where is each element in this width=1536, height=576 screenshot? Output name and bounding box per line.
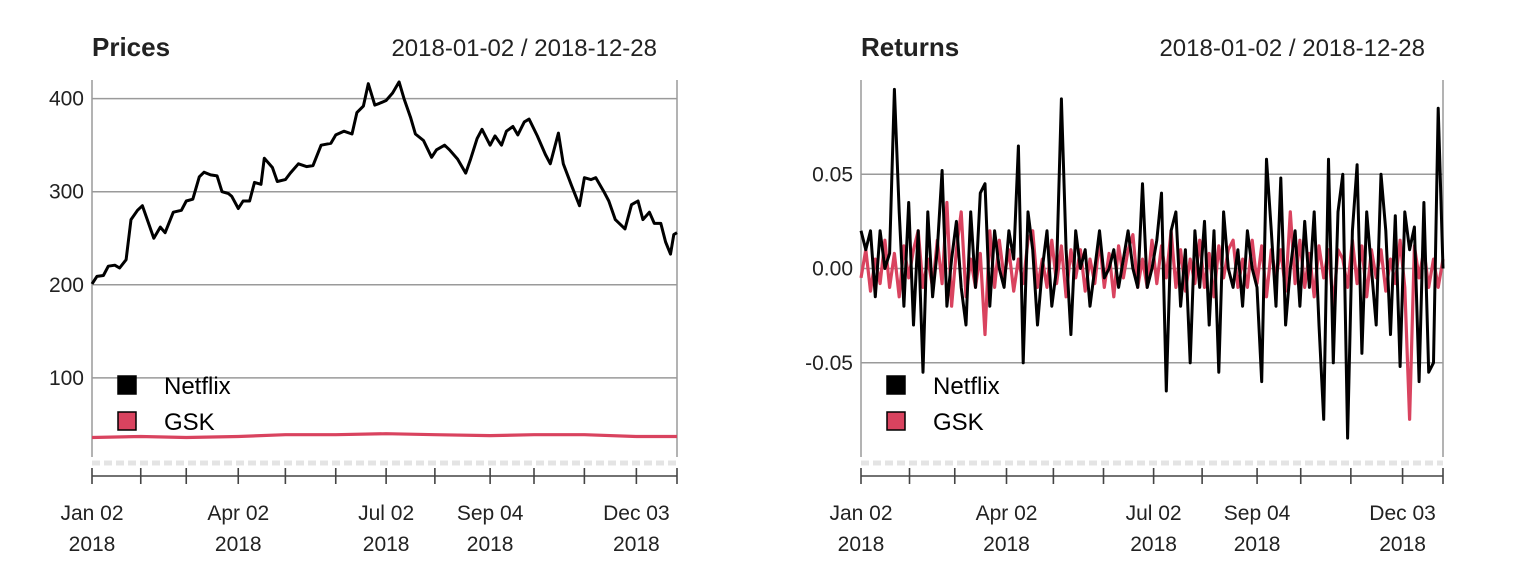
prices-x-tick-label: Sep 04	[457, 502, 524, 525]
prices-panel: Prices 2018-01-02 / 2018-12-28 100 200 300…	[49, 32, 678, 556]
prices-x-tick-label: Jul 02	[358, 502, 414, 525]
prices-series-netflix	[90, 80, 678, 285]
legend-swatch-netflix	[117, 375, 137, 395]
prices-x-tick-year: 2018	[467, 533, 514, 556]
returns-x-tick-label: Sep 04	[1224, 502, 1291, 525]
returns-x-tick-year: 2018	[983, 533, 1030, 556]
returns-x-tick-label: Apr 02	[976, 502, 1038, 525]
returns-y-tick-label: 0.00	[812, 258, 853, 281]
returns-x-axis: Jan 02 2018 Apr 02 2018 Jul 02 2018 Sep 04 2018…	[829, 468, 1444, 556]
returns-series-netflix	[859, 87, 1445, 440]
prices-title: Prices	[92, 32, 170, 62]
returns-date-range: 2018-01-02 / 2018-12-28	[1159, 35, 1425, 62]
prices-x-tick-year: 2018	[613, 533, 660, 556]
prices-series	[90, 80, 678, 440]
prices-gridlines	[91, 80, 678, 466]
returns-y-axis: -0.05 0.00 0.05	[805, 163, 853, 375]
returns-legend: Netflix GSK	[886, 373, 1000, 436]
legend-swatch-gsk	[886, 411, 906, 431]
prices-y-tick-label: 300	[49, 181, 84, 204]
prices-x-tick-label: Apr 02	[207, 502, 269, 525]
prices-series-gsk	[91, 432, 677, 440]
returns-x-tick-label: Jan 02	[829, 502, 892, 525]
prices-y-tick-label: 200	[49, 274, 84, 297]
legend-label-gsk: GSK	[164, 409, 215, 436]
returns-x-tick-label: Jul 02	[1126, 502, 1182, 525]
prices-y-tick-label: 400	[49, 88, 84, 111]
legend-swatch-netflix	[886, 375, 906, 395]
returns-panel: Returns 2018-01-02 / 2018-12-28 -0.05 0.0…	[805, 32, 1445, 556]
returns-x-tick-year: 2018	[1234, 533, 1281, 556]
legend-label-gsk: GSK	[933, 409, 984, 436]
prices-y-axis: 100 200 300 400	[49, 88, 84, 390]
prices-date-range: 2018-01-02 / 2018-12-28	[391, 35, 657, 62]
prices-x-tick-year: 2018	[215, 533, 262, 556]
prices-x-tick-label: Dec 03	[603, 502, 670, 525]
prices-x-axis: Jan 02 2018 Apr 02 2018 Jul 02 2018 Sep 04 2018…	[60, 468, 678, 556]
prices-y-tick-label: 100	[49, 367, 84, 390]
returns-x-tick-year: 2018	[1130, 533, 1177, 556]
returns-title: Returns	[861, 32, 959, 62]
returns-y-tick-label: 0.05	[812, 163, 853, 186]
returns-series	[859, 87, 1445, 440]
prices-x-tick-label: Jan 02	[60, 502, 123, 525]
returns-x-tick-year: 2018	[1379, 533, 1426, 556]
legend-swatch-gsk	[117, 411, 137, 431]
returns-x-tick-year: 2018	[838, 533, 885, 556]
prices-legend: Netflix GSK	[117, 373, 231, 436]
prices-x-tick-year: 2018	[363, 533, 410, 556]
returns-x-tick-label: Dec 03	[1369, 502, 1436, 525]
legend-label-netflix: Netflix	[164, 373, 231, 400]
legend-label-netflix: Netflix	[933, 373, 1000, 400]
returns-y-tick-label: -0.05	[805, 352, 853, 375]
prices-x-tick-year: 2018	[69, 533, 116, 556]
